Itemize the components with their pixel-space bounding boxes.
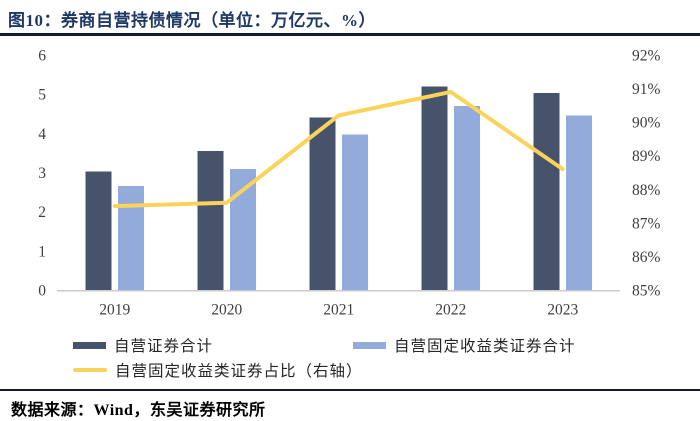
- left-axis-tick-label: 5: [38, 87, 46, 104]
- right-axis-tick-label: 85%: [632, 283, 661, 300]
- bar-proprietary-total: [421, 86, 448, 290]
- left-axis-tick-label: 1: [38, 243, 46, 260]
- bar-line-chart: 0 1 2 3 4 5 6 85% 86% 87% 88% 89% 90% 91% 92% 2019 2020 2…: [38, 48, 661, 319]
- title-divider: [0, 33, 700, 36]
- legend-label-fixed-income-ratio: 自营固定收益类证券占比（右轴）: [115, 363, 363, 380]
- bar-proprietary-total: [197, 150, 224, 290]
- x-axis-category-label: 2023: [547, 302, 578, 319]
- legend-label-proprietary-securities-total: 自营证券合计: [114, 338, 214, 355]
- right-axis-tick-label: 91%: [632, 81, 661, 98]
- light-bar-legend-swatch-icon: [353, 341, 386, 349]
- left-axis-tick-label: 3: [38, 165, 46, 182]
- bar-fixed-income-total: [230, 168, 257, 290]
- bar-fixed-income-total: [118, 186, 145, 290]
- legend-item-fixed-income-total: 自营固定收益类证券合计: [353, 337, 576, 355]
- legend-label-fixed-income-total: 自营固定收益类证券合计: [394, 338, 576, 355]
- right-axis-tick-label: 89%: [632, 148, 661, 165]
- right-axis-tick-label: 90%: [632, 115, 661, 132]
- ratio-line: [112, 89, 565, 209]
- left-axis-tick-label: 6: [38, 48, 46, 65]
- legend-item-proprietary-securities-total: 自营证券合计: [73, 337, 214, 355]
- legend-item-fixed-income-ratio: 自营固定收益类证券占比（右轴）: [73, 362, 363, 380]
- x-axis-category-label: 2020: [211, 302, 242, 319]
- line-legend-swatch-icon: [73, 368, 107, 372]
- figure-title: 图10：券商自营持债情况（单位：万亿元、%）: [8, 11, 376, 30]
- left-axis-tick-label: 2: [38, 204, 46, 221]
- right-axis-tick-label: 87%: [632, 215, 661, 232]
- bar-proprietary-total: [309, 117, 336, 291]
- right-axis-tick-label: 92%: [632, 48, 661, 65]
- x-axis-category-label: 2022: [435, 302, 466, 319]
- dark-bar-legend-swatch-icon: [73, 341, 106, 349]
- left-axis-tick-label: 0: [38, 283, 46, 300]
- left-axis-tick-label: 4: [38, 126, 46, 143]
- bar-fixed-income-total: [566, 115, 593, 290]
- bar-proprietary-total: [85, 171, 112, 290]
- right-axis-tick-label: 86%: [632, 249, 661, 266]
- footer-divider: [0, 389, 700, 391]
- bar-fixed-income-total: [454, 105, 481, 291]
- bar-fixed-income-total: [342, 134, 369, 290]
- data-source: 数据来源：Wind，东吴证券研究所: [11, 402, 266, 419]
- x-axis-category-label: 2021: [323, 302, 354, 319]
- right-axis-tick-label: 88%: [632, 182, 661, 199]
- x-axis-category-label: 2019: [99, 302, 130, 319]
- bar-proprietary-total: [533, 92, 560, 290]
